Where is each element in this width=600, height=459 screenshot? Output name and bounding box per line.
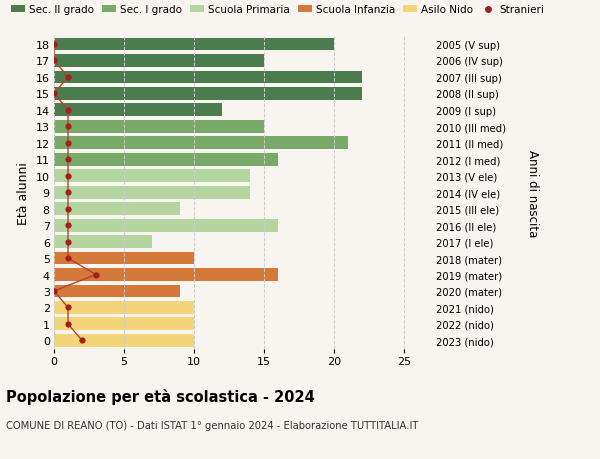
Text: Popolazione per età scolastica - 2024: Popolazione per età scolastica - 2024 (6, 388, 315, 404)
Bar (54, 137, 348, 150)
Legend: Sec. II grado, Sec. I grado, Scuola Primaria, Scuola Infanzia, Asilo Nido, Stran: Sec. II grado, Sec. I grado, Scuola Prim… (11, 5, 544, 15)
Bar (54, 186, 250, 199)
Bar (54, 285, 180, 298)
Bar (54, 318, 194, 330)
Bar (54, 153, 278, 166)
Bar (54, 219, 278, 232)
Bar (54, 55, 264, 68)
Bar (54, 269, 278, 281)
Bar (54, 170, 250, 183)
Bar (54, 235, 152, 248)
Bar (54, 88, 362, 101)
Bar (54, 252, 194, 265)
Bar (54, 334, 194, 347)
Bar (54, 302, 194, 314)
Bar (54, 104, 222, 117)
Text: COMUNE DI REANO (TO) - Dati ISTAT 1° gennaio 2024 - Elaborazione TUTTITALIA.IT: COMUNE DI REANO (TO) - Dati ISTAT 1° gen… (6, 420, 418, 430)
Bar (54, 121, 264, 134)
Bar (54, 39, 334, 51)
Y-axis label: Età alunni: Età alunni (17, 162, 30, 224)
Y-axis label: Anni di nascita: Anni di nascita (526, 149, 539, 236)
Bar (54, 72, 362, 84)
Bar (54, 203, 180, 216)
